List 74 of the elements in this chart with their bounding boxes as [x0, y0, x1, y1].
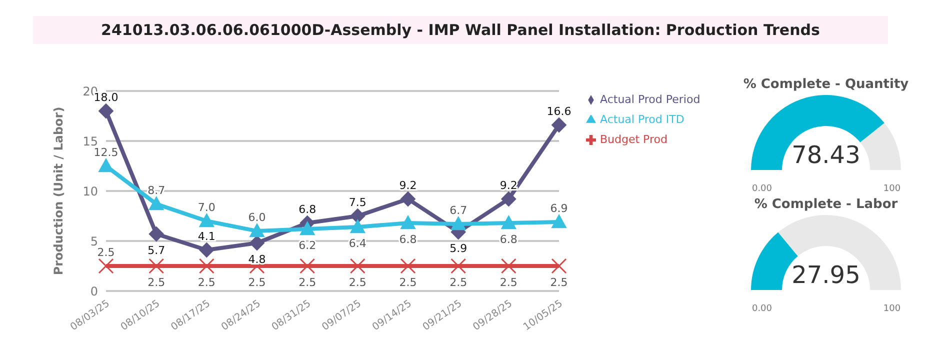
point	[199, 242, 214, 258]
data-label: 18.0	[94, 91, 118, 104]
data-label: 8.7	[148, 184, 166, 197]
y-tick-label: 10	[82, 184, 98, 198]
point	[551, 258, 567, 274]
text: 78.43	[792, 141, 860, 169]
point	[148, 258, 164, 274]
data-label: 6.9	[550, 202, 568, 215]
chart-title: 241013.03.06.06.061000D-Assembly - IMP Wall Panel Installation: Production Trends	[33, 16, 888, 44]
data-label: 6.4	[348, 237, 366, 250]
legend-label: Actual Prod Period	[600, 93, 700, 106]
y-tick-label: 5	[90, 234, 98, 248]
point	[199, 214, 214, 228]
point	[198, 258, 214, 274]
point	[552, 118, 566, 132]
data-label: 4.8	[248, 253, 266, 266]
point	[552, 214, 566, 228]
data-label: 2.5	[348, 276, 366, 289]
data-label: 4.1	[198, 230, 216, 243]
point	[500, 258, 516, 274]
data-label: 2.5	[148, 276, 166, 289]
data-label: 2.5	[450, 276, 468, 289]
data-label: 2.5	[500, 276, 518, 289]
y-tick-label: 0	[90, 284, 98, 298]
point	[350, 208, 366, 224]
text: 100	[883, 184, 901, 194]
data-label: 9.2	[399, 179, 417, 192]
y-axis-title: Production (Unit / Labor)	[51, 106, 66, 276]
data-label: 6.8	[399, 233, 417, 246]
point	[300, 222, 315, 236]
chart-title: % Complete - Labor	[753, 197, 899, 212]
data-label: 16.6	[546, 105, 572, 118]
data-label: 2.5	[198, 276, 216, 289]
data-label: 6.8	[298, 203, 316, 216]
data-label: 6.8	[500, 233, 518, 246]
point	[350, 258, 366, 274]
data-label: 9.2	[500, 179, 518, 192]
point	[450, 258, 466, 274]
point	[400, 192, 416, 206]
point	[250, 236, 264, 250]
data-label: 2.5	[97, 246, 115, 259]
text: 0.00	[752, 304, 772, 314]
point	[501, 192, 516, 206]
data-label: 2.5	[550, 276, 568, 289]
point	[450, 216, 466, 230]
text: 0.00	[752, 184, 772, 194]
point	[98, 158, 114, 172]
point	[148, 196, 164, 210]
point	[148, 226, 164, 242]
chart-title: % Complete - Quantity	[742, 77, 910, 92]
data-label: 7.5	[348, 196, 366, 209]
text: 100	[883, 304, 901, 314]
point	[350, 220, 366, 234]
data-label: 5.9	[450, 242, 468, 255]
text: 27.95	[792, 261, 860, 289]
point	[501, 216, 516, 230]
legend-label: Budget Prod	[600, 133, 668, 146]
point	[250, 224, 264, 238]
point	[98, 258, 114, 274]
data-label: 2.5	[248, 276, 266, 289]
point	[98, 104, 114, 118]
data-label: 6.0	[248, 211, 266, 224]
data-label: 2.5	[399, 276, 417, 289]
point	[400, 258, 416, 274]
data-label: 6.7	[450, 204, 468, 217]
data-label: 12.5	[94, 146, 118, 159]
data-label: 6.2	[298, 239, 316, 252]
data-label: 2.5	[298, 276, 316, 289]
data-label: 5.7	[148, 244, 166, 257]
point	[400, 216, 416, 230]
legend-label: Actual Prod ITD	[600, 113, 684, 126]
point	[300, 258, 316, 274]
y-tick-label: 15	[82, 134, 98, 148]
data-label: 7.0	[198, 201, 216, 214]
